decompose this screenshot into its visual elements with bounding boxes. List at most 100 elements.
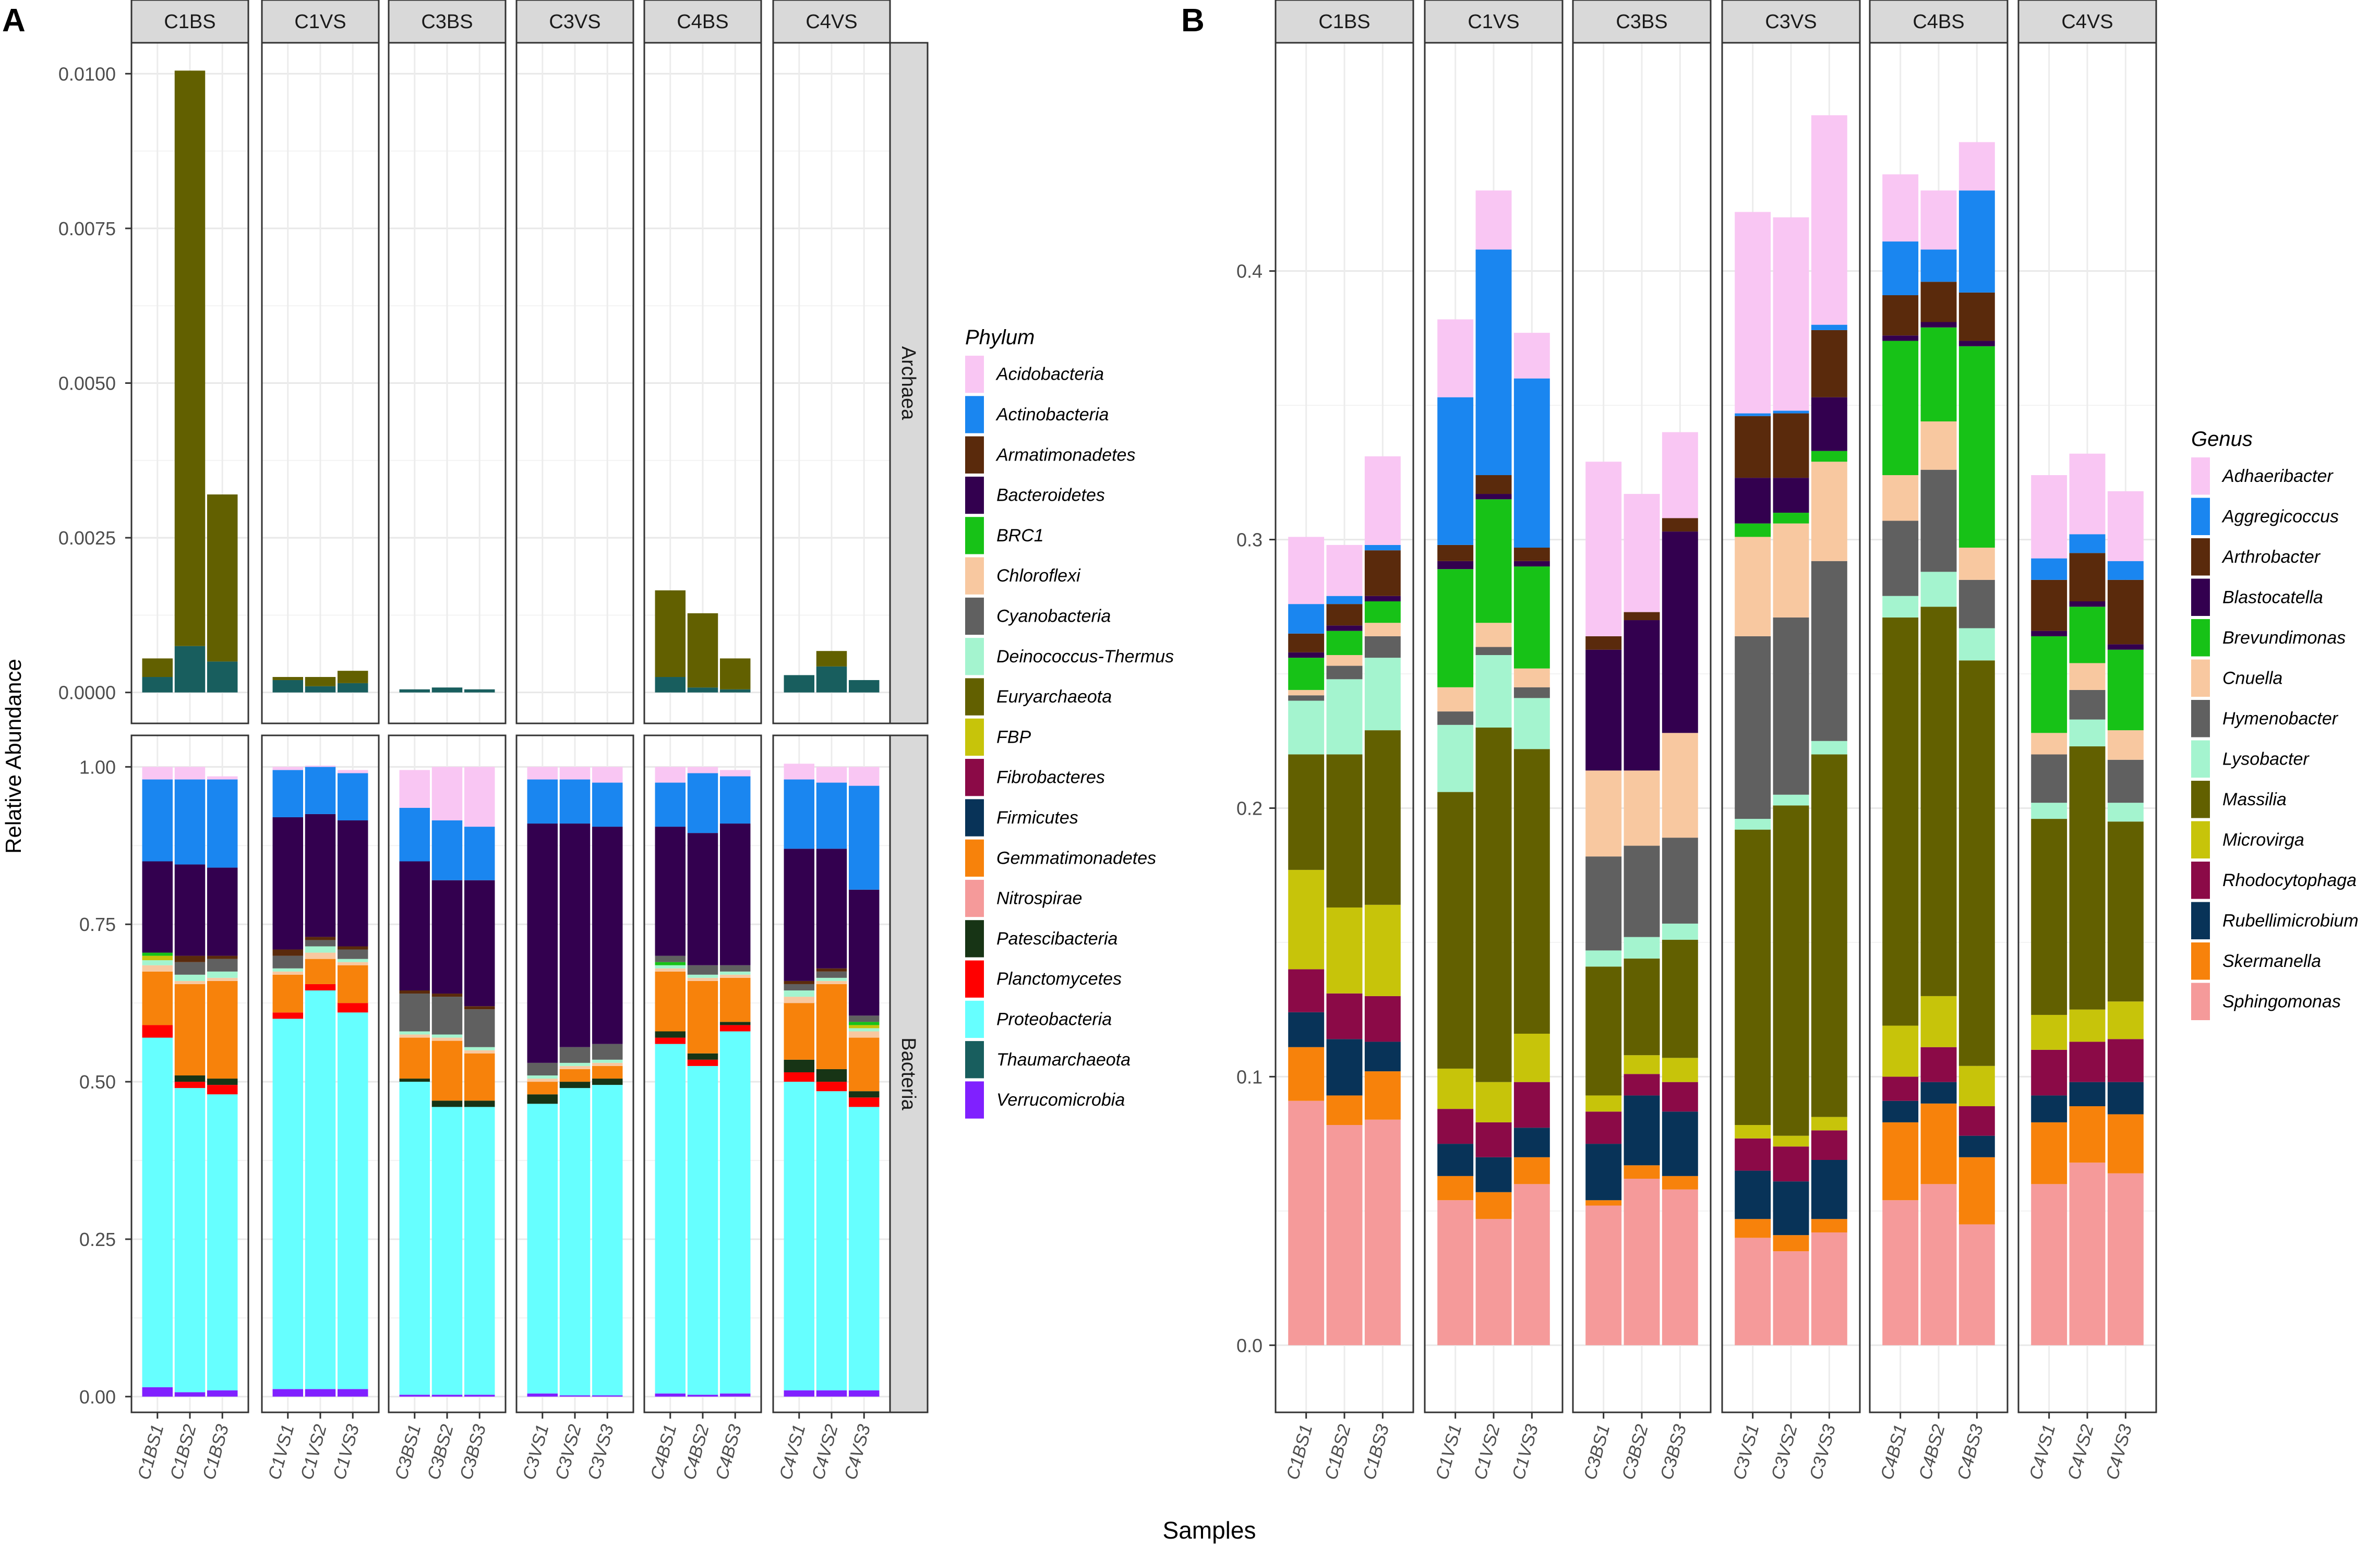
bar-segment-lysobacter	[1662, 923, 1698, 940]
legend-swatch-euryarchaeota	[965, 678, 984, 716]
bar-segment-skermanella	[1475, 1192, 1512, 1219]
y-tick-label: 1.00	[79, 756, 116, 778]
strip-label-c4vs: C4VS	[2061, 11, 2113, 33]
bar-segment-gemmatimonadetes	[816, 984, 847, 1069]
bar-stack-c4vs3	[2107, 491, 2144, 1346]
bar-segment-hymenobacter	[1811, 561, 1847, 741]
bar-stack-c4bs2	[687, 613, 718, 693]
strip-c4vs	[2017, 0, 2157, 44]
bar-segment-microvirga	[1513, 1033, 1550, 1082]
y-tick-label: 0.25	[79, 1229, 116, 1250]
bar-segment-aggregicoccus	[1882, 241, 1919, 296]
legend-swatch-deinococcus-thermus	[965, 638, 984, 675]
bar-segment-skermanella	[2069, 1106, 2106, 1163]
bar-stack-c3bs1	[399, 770, 430, 1397]
bar-segment-massilia	[2031, 819, 2068, 1015]
bar-segment-thaumarchaeota	[687, 687, 718, 693]
bar-segment-aggregicoccus	[1958, 190, 1995, 293]
bar-segment-lysobacter	[1288, 700, 1325, 755]
bar-segment-verrucomicrobia	[399, 1395, 430, 1397]
bar-segment-skermanella	[1662, 1176, 1698, 1190]
bar-segment-gemmatimonadetes	[399, 1037, 430, 1079]
bar-segment-cyanobacteria	[784, 984, 815, 991]
legend-label-armatimonadetes: Armatimonadetes	[995, 445, 1135, 465]
bar-segment-brevundimonas	[1958, 346, 1995, 548]
bar-segment-planctomycetes	[207, 1085, 238, 1095]
bar-segment-skermanella	[1735, 1219, 1771, 1238]
legend-swatch-planctomycetes	[965, 960, 984, 998]
strip-c3vs	[1721, 0, 1861, 44]
bar-segment-sphingomonas	[1326, 1125, 1363, 1346]
bar-segment-deinococcus-thermus	[337, 959, 368, 962]
bar-segment-microvirga	[1475, 1082, 1512, 1122]
bar-stack-c1vs3	[1513, 333, 1550, 1346]
bar-segment-rubellimicrobium	[1773, 1181, 1809, 1236]
bar-segment-skermanella	[1882, 1122, 1919, 1201]
bar-segment-rhodocytophaga	[2107, 1039, 2144, 1082]
bar-segment-microvirga	[1958, 1066, 1995, 1107]
bar-segment-brevundimonas	[2031, 636, 2068, 733]
bar-segment-massilia	[1882, 617, 1919, 1026]
bar-segment-aggregicoccus	[1811, 324, 1847, 330]
bar-segment-sphingomonas	[2107, 1173, 2144, 1346]
bar-stack-c3vs1	[527, 767, 558, 1397]
bar-segment-thaumarchaeota	[399, 689, 430, 693]
bar-segment-bacteroidetes	[337, 820, 368, 947]
bar-stack-c1bs1	[142, 767, 173, 1397]
bar-segment-proteobacteria	[592, 1085, 623, 1396]
bar-segment-verrucomicrobia	[848, 1390, 880, 1397]
y-tick-label: 0.2	[1236, 797, 1263, 819]
bar-segment-aggregicoccus	[1513, 378, 1550, 548]
bar-segment-sphingomonas	[2069, 1163, 2106, 1346]
bar-segment-acidobacteria	[559, 767, 591, 780]
bar-stack-c4vs3	[848, 680, 880, 693]
bar-segment-hymenobacter	[1513, 687, 1550, 698]
bar-segment-lysobacter	[1326, 679, 1363, 755]
legend-phylum: Phylum Acidobacteria Actinobacteria Armatim…	[965, 326, 1174, 1119]
bar-segment-euryarchaeota	[305, 677, 336, 686]
bar-stack-c4vs1	[784, 764, 815, 1397]
bar-segment-arthrobacter	[1624, 612, 1660, 621]
bar-segment-chloroflexi	[719, 974, 751, 978]
bar-segment-proteobacteria	[687, 1066, 718, 1395]
bar-stack-c1vs2	[305, 765, 336, 1397]
bar-segment-proteobacteria	[207, 1094, 238, 1390]
bar-segment-acidobacteria	[272, 767, 304, 770]
bar-segment-rubellimicrobium	[1585, 1144, 1622, 1201]
bar-segment-chloroflexi	[174, 981, 206, 984]
bar-segment-massilia	[1811, 754, 1847, 1117]
bar-segment-arthrobacter	[1326, 604, 1363, 626]
legend-swatch-aggregicoccus	[2191, 498, 2210, 535]
legend-label-rhodocytophaga: Rhodocytophaga	[2222, 870, 2357, 890]
bar-segment-cnuella	[1437, 687, 1474, 712]
y-axis-title-a: Relative Abundance	[1, 659, 26, 854]
bar-segment-chloroflexi	[687, 977, 718, 981]
bar-segment-gemmatimonadetes	[559, 1069, 591, 1082]
panel-label-b: B	[1181, 3, 1205, 39]
bar-segment-hymenobacter	[1920, 469, 1957, 572]
bar-stack-c3bs3	[1662, 432, 1698, 1346]
bar-stack-c4bs1	[655, 590, 686, 693]
legend-label-sphingomonas: Sphingomonas	[2222, 991, 2341, 1011]
bar-segment-massilia	[1662, 939, 1698, 1058]
bar-segment-hymenobacter	[1326, 665, 1363, 680]
bar-stack-c3bs2	[1624, 494, 1660, 1346]
legend-label-arthrobacter: Arthrobacter	[2221, 547, 2321, 567]
bar-segment-arthrobacter	[1513, 548, 1550, 561]
bar-segment-microvirga	[1882, 1025, 1919, 1077]
x-axis-title: Samples	[1163, 1517, 1256, 1544]
bar-segment-bacteroidetes	[142, 861, 173, 953]
bar-segment-rhodocytophaga	[1288, 969, 1325, 1012]
bar-segment-brevundimonas	[1735, 523, 1771, 537]
bar-segment-verrucomicrobia	[305, 1389, 336, 1397]
bar-segment-planctomycetes	[655, 1037, 686, 1044]
bar-segment-proteobacteria	[431, 1107, 463, 1395]
bar-segment-arthrobacter	[2069, 553, 2106, 601]
bar-segment-actinobacteria	[464, 827, 495, 880]
bar-segment-arthrobacter	[1958, 292, 1995, 341]
bar-segment-lysobacter	[2031, 803, 2068, 819]
bar-segment-lysobacter	[1920, 572, 1957, 607]
bar-segment-adhaeribacter	[1585, 462, 1622, 636]
bar-segment-sphingomonas	[1585, 1205, 1622, 1346]
